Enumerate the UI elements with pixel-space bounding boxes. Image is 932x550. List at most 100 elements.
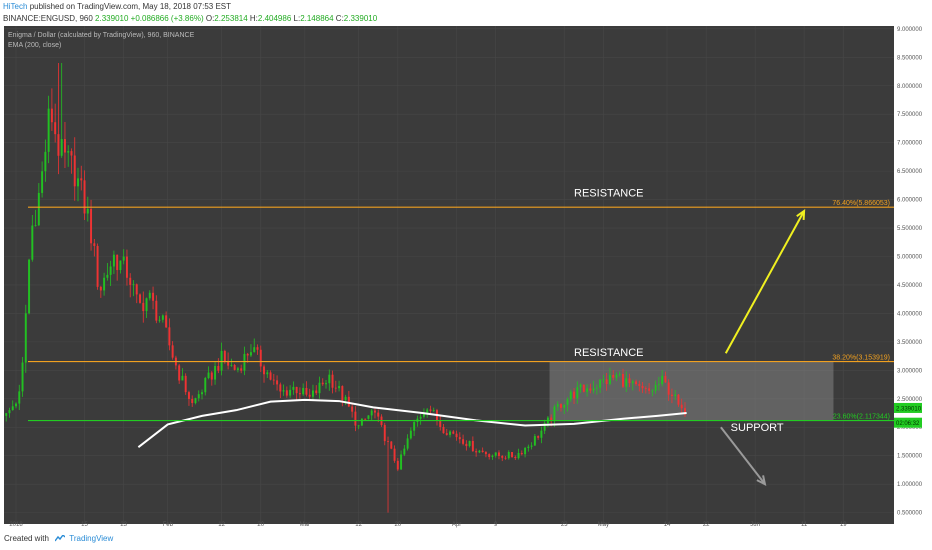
time-axis[interactable]: 2018 15 23 Feb 12 20 Mar 12 20 Apr 9 23 May 14 22 Jun 11… xyxy=(4,516,906,528)
candle-body xyxy=(80,178,83,181)
candle-body xyxy=(181,375,184,381)
candle-body xyxy=(458,437,461,440)
candle-body xyxy=(292,386,295,390)
candle-body xyxy=(406,438,409,449)
candle-body xyxy=(129,277,132,285)
candle-body xyxy=(220,350,223,371)
candle-body xyxy=(148,292,151,299)
chart-area[interactable]: 76.40%(5.866053) 38.20%(3.153919) 23.60%(2… xyxy=(4,26,894,524)
candle-body xyxy=(347,396,350,407)
chart-title: Enigma / Dollar (calculated by TradingVi… xyxy=(8,32,195,39)
candle-body xyxy=(37,192,40,226)
annotation-support: SUPPORT xyxy=(731,422,784,434)
candle-body xyxy=(648,388,651,391)
candle-body xyxy=(315,390,318,394)
candle-body xyxy=(282,390,285,392)
candle-body xyxy=(367,415,370,419)
candle-body xyxy=(240,368,243,371)
range-box xyxy=(549,361,834,421)
close-value: 2.339010 xyxy=(343,14,378,23)
candle-body xyxy=(338,386,341,389)
candle-body xyxy=(152,292,155,301)
candle-body xyxy=(308,394,311,397)
created-with: Created with TradingView xyxy=(4,534,113,543)
candle-body xyxy=(325,383,327,385)
candle-body xyxy=(168,327,171,346)
candle-body xyxy=(132,284,135,286)
candle-body xyxy=(599,379,602,388)
time-axis-labels: 2018 15 23 Feb 12 20 Mar 12 20 Apr 9 23 May 14 22 Jun 11… xyxy=(9,522,906,528)
candle-body xyxy=(602,379,605,381)
candle-body xyxy=(635,381,638,385)
fib-level-label: 38.20%(3.153919) xyxy=(832,355,890,362)
candle-body xyxy=(514,456,517,459)
candle-body xyxy=(233,365,236,370)
candle-body xyxy=(184,375,187,393)
time-tick-label: 23 xyxy=(120,522,127,528)
time-tick-label: Mar xyxy=(300,522,310,528)
candle-body xyxy=(612,375,615,378)
candle-body xyxy=(119,260,122,271)
candle-body xyxy=(191,398,194,404)
price-tick-label: 4.500000 xyxy=(897,283,923,289)
candle-body xyxy=(139,294,141,303)
price-tag xyxy=(894,402,922,413)
candle-body xyxy=(285,390,288,396)
candle-body xyxy=(135,284,138,295)
candle-body xyxy=(165,315,168,328)
candle-body xyxy=(664,375,667,383)
bullish-arrow xyxy=(724,210,805,354)
candle-body xyxy=(569,391,572,400)
candle-body xyxy=(543,423,546,431)
candle-body xyxy=(321,382,324,385)
tradingview-link[interactable]: TradingView xyxy=(69,534,114,543)
time-tick-label: 9 xyxy=(494,522,498,528)
time-tick-label: 11 xyxy=(801,522,808,528)
candle-body xyxy=(373,410,376,413)
candle-body xyxy=(605,379,608,385)
time-tick-label: 23 xyxy=(561,522,568,528)
price-tick-label: 7.000000 xyxy=(897,141,923,147)
time-tick-label: 12 xyxy=(218,522,225,528)
candle-body xyxy=(116,254,119,271)
candle-body xyxy=(576,387,579,399)
publication-info: HiTech published on TradingView.com, May… xyxy=(3,2,231,11)
candle-body xyxy=(201,392,203,395)
candle-body xyxy=(497,452,500,456)
candle-body xyxy=(370,410,373,416)
candle-body xyxy=(197,394,200,399)
candle-body xyxy=(524,447,527,455)
high-value: 2.404986 xyxy=(257,14,292,23)
candle-body xyxy=(63,139,66,153)
candle-body xyxy=(305,387,308,395)
candle-body xyxy=(622,373,624,387)
candle-body xyxy=(223,350,226,361)
candle-body xyxy=(478,450,481,453)
candle-body xyxy=(194,398,197,404)
candle-body xyxy=(654,384,657,391)
candle-body xyxy=(11,406,14,411)
candle-body xyxy=(400,454,403,470)
candle-body xyxy=(540,430,543,438)
candle-body xyxy=(494,452,497,456)
candle-body xyxy=(475,451,478,453)
author-link[interactable]: HiTech xyxy=(3,2,28,11)
high-label: H: xyxy=(249,14,258,23)
price-axis[interactable]: 9.000000 8.500000 8.000000 7.500000 7.000000… xyxy=(894,26,932,524)
candle-body xyxy=(592,388,595,391)
close-label: C: xyxy=(335,14,344,23)
time-tick-label: Jun xyxy=(750,522,760,528)
candle-body xyxy=(44,151,47,172)
candle-body xyxy=(311,390,314,397)
candle-body xyxy=(455,433,458,438)
candle-body xyxy=(507,452,510,459)
candle-body xyxy=(631,381,634,384)
candle-body xyxy=(530,445,533,447)
candle-body xyxy=(125,256,128,278)
candle-body xyxy=(357,425,360,427)
arrow-head xyxy=(756,475,767,486)
candle-body xyxy=(573,391,576,399)
candle-body xyxy=(279,384,282,392)
candle-body xyxy=(442,426,445,434)
last-price: 2.339010 xyxy=(95,14,129,23)
